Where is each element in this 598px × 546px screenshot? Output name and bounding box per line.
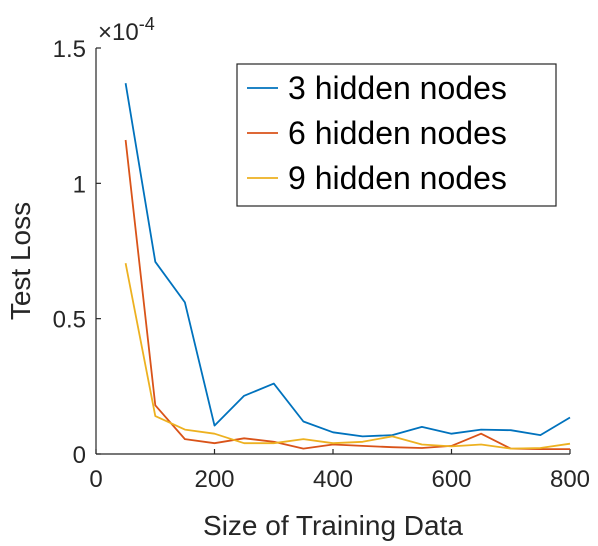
- x-tick-label: 0: [89, 466, 102, 493]
- y-axis-exponent-base: ×10: [98, 19, 139, 46]
- y-tick-label: 0.5: [53, 307, 86, 334]
- x-tick-label: 800: [550, 466, 590, 493]
- x-tick-label: 200: [194, 466, 234, 493]
- ticks: 0 200 400 600 800 0 0.5 1 1.5: [53, 36, 590, 493]
- y-axis-exponent-power: -4: [139, 14, 155, 34]
- x-tick-label: 600: [431, 466, 471, 493]
- y-axis-exponent: ×10-4: [98, 14, 155, 46]
- legend-box: [236, 63, 557, 207]
- series-line: [124, 263, 571, 450]
- legend-entry-label: 3 hidden nodes: [288, 70, 507, 106]
- series-line: [124, 83, 571, 438]
- legend: 3 hidden nodes 6 hidden nodes 9 hidden nod…: [236, 63, 557, 207]
- y-tick-label: 1: [73, 171, 86, 198]
- legend-entry-label: 6 hidden nodes: [288, 115, 507, 151]
- y-tick-label: 1.5: [53, 36, 86, 63]
- legend-entry-label: 9 hidden nodes: [288, 160, 507, 196]
- series-layer: [124, 83, 571, 451]
- series-line: [124, 139, 570, 451]
- y-tick-label: 0: [73, 442, 86, 469]
- x-tick-label: 400: [313, 466, 353, 493]
- x-axis-title: Size of Training Data: [203, 510, 463, 541]
- y-axis-title: Test Loss: [5, 202, 36, 320]
